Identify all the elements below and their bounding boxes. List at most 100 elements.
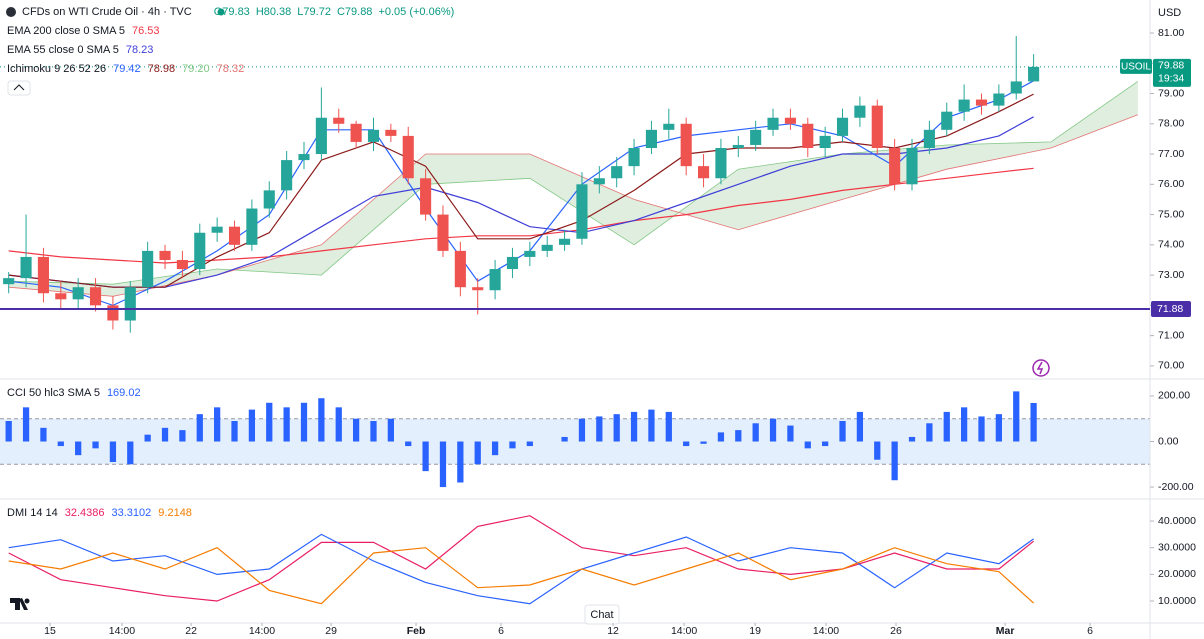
candle-body xyxy=(263,190,275,209)
cci-bar xyxy=(5,421,12,442)
candle-body xyxy=(385,129,397,136)
y-tick-label: 30.0000 xyxy=(1158,541,1196,553)
legend-text: 169.02 xyxy=(107,387,141,399)
cci-bar xyxy=(196,414,203,442)
symbol-icon xyxy=(6,7,16,17)
ohlc-value: +0.05 (+0.06%) xyxy=(378,6,454,18)
cci-bar xyxy=(109,441,117,463)
x-tick-label: 6 xyxy=(1087,625,1093,637)
candle-body xyxy=(923,129,935,148)
cci-bar xyxy=(509,441,516,449)
header: CFDs on WTI Crude Oil · 4h · TVC O79.83 H8… xyxy=(22,6,454,18)
candle-body xyxy=(593,178,605,185)
candle-body xyxy=(489,269,501,291)
cci-band xyxy=(0,418,1150,465)
legend-entry: CCI 50 hlc3 SMA 5 169.02 xyxy=(7,387,141,399)
candle-body xyxy=(333,117,345,124)
chart-title: CFDs on WTI Crude Oil · 4h · TVC xyxy=(22,6,192,18)
cci-bar xyxy=(995,414,1002,442)
candle-body xyxy=(680,123,692,167)
cci-bar xyxy=(283,407,290,442)
y-tick-label: 40.0000 xyxy=(1158,515,1196,527)
dmi-line xyxy=(8,515,1034,602)
candle-body xyxy=(176,259,188,270)
ohlc-value: L79.72 xyxy=(297,6,331,18)
y-tick-label: 78.00 xyxy=(1158,118,1184,130)
candle-body xyxy=(55,293,67,300)
legend-name: Ichimoku 9 26 52 26 xyxy=(7,63,106,75)
level-label: 71.88 xyxy=(1157,303,1183,315)
legend-name: EMA 200 close 0 SMA 5 xyxy=(7,25,125,37)
candle-body xyxy=(975,99,988,106)
candle-body xyxy=(784,117,796,124)
legend-value: 78.32 xyxy=(217,63,245,75)
cci-bar xyxy=(648,409,655,442)
y-tick-label: 20.0000 xyxy=(1158,568,1196,580)
cci-bar xyxy=(300,402,308,442)
legend-entry: EMA 55 close 0 SMA 5 78.23 xyxy=(7,44,153,56)
candle-body xyxy=(107,305,119,321)
y-tick-label: 79.00 xyxy=(1158,87,1184,99)
cci-bar xyxy=(1030,403,1037,442)
candle-body xyxy=(142,250,154,288)
cci-bar xyxy=(318,398,325,442)
market-status xyxy=(217,8,225,16)
candle-body xyxy=(159,250,171,260)
y-tick-label: 0.00 xyxy=(1158,435,1179,447)
x-tick-label: 14:00 xyxy=(249,625,275,637)
candle-body xyxy=(836,117,849,136)
x-tick-label: 15 xyxy=(44,625,56,637)
legend-value: 78.98 xyxy=(148,63,176,75)
legend-entry: EMA 200 close 0 SMA 5 76.53 xyxy=(7,25,160,37)
y-tick-label: 74.00 xyxy=(1158,239,1184,251)
cci-bar xyxy=(752,423,759,442)
cci-bar xyxy=(735,430,742,442)
cci-bar xyxy=(335,407,342,442)
cci-bar xyxy=(822,441,829,447)
cci-bar xyxy=(161,427,169,442)
y-tick-label: 81.00 xyxy=(1158,27,1184,39)
ohlc-value: C79.88 xyxy=(337,6,372,18)
cci-bar xyxy=(526,441,533,447)
candle-body xyxy=(576,184,588,239)
candle-body xyxy=(246,208,258,245)
candle-body xyxy=(802,123,814,148)
candle-body xyxy=(194,232,206,270)
candle-body xyxy=(281,160,293,191)
candle-body xyxy=(89,287,102,306)
ohlc-value: H80.38 xyxy=(256,6,291,18)
logo-mark xyxy=(10,598,28,610)
cci-bar xyxy=(405,441,412,447)
candle-body xyxy=(437,214,449,251)
cci-bar xyxy=(474,441,481,465)
cci-bar xyxy=(891,441,898,481)
cci-bar xyxy=(75,441,82,456)
collapse-button[interactable] xyxy=(7,80,31,96)
x-tick-label: 14:00 xyxy=(109,625,135,637)
legend-value: 79.42 xyxy=(113,63,141,75)
y-tick-label: 76.00 xyxy=(1158,178,1184,190)
event-icon[interactable] xyxy=(1032,359,1050,377)
candle-body xyxy=(454,250,466,288)
y-tick-label: -200.00 xyxy=(1158,481,1194,493)
legend-text: 32.4386 xyxy=(65,507,105,519)
y-tick-label: 200.00 xyxy=(1158,390,1190,402)
candle-body xyxy=(941,111,953,130)
candle-body xyxy=(697,166,710,179)
dmi-line xyxy=(8,547,1035,605)
candle-body xyxy=(524,250,536,257)
ohlc-value: O79.83 xyxy=(214,6,250,18)
y-tick-label: 70.00 xyxy=(1158,360,1184,372)
candle-body xyxy=(819,135,831,148)
cci-bar xyxy=(839,421,846,442)
candle-body xyxy=(611,166,623,179)
tv-logo xyxy=(10,598,30,610)
cci-bar xyxy=(683,441,690,447)
cci-bar xyxy=(908,436,916,442)
legend-text: CCI 50 hlc3 SMA 5 xyxy=(7,387,100,399)
chat-button[interactable] xyxy=(584,604,620,625)
candle-body xyxy=(298,154,310,161)
cci-bar xyxy=(943,411,950,442)
cci-bar xyxy=(40,427,47,442)
